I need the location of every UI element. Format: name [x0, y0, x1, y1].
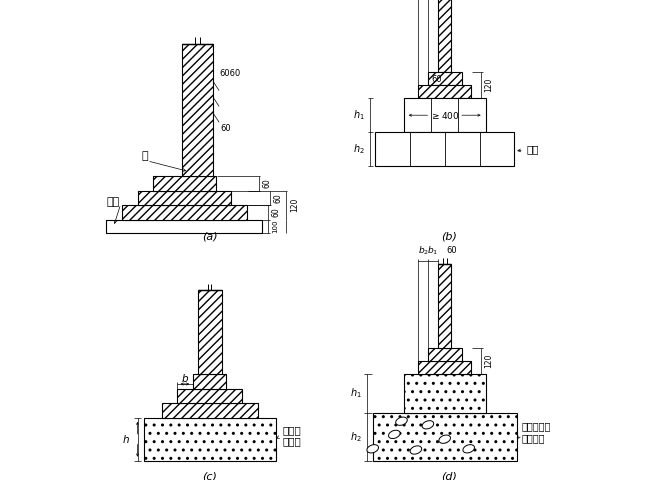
Text: 灰土或
三合土: 灰土或 三合土 — [283, 425, 301, 446]
Ellipse shape — [439, 435, 451, 444]
Ellipse shape — [463, 444, 474, 453]
Text: 60: 60 — [273, 193, 282, 203]
Ellipse shape — [422, 420, 434, 429]
Bar — [144, 418, 275, 461]
Bar — [404, 98, 486, 132]
Text: (b): (b) — [442, 231, 457, 241]
Text: $h$: $h$ — [123, 433, 130, 445]
Text: (c): (c) — [202, 471, 217, 480]
Ellipse shape — [367, 444, 378, 453]
Text: 120: 120 — [291, 198, 299, 212]
Text: 6060: 6060 — [219, 69, 241, 78]
Text: 60: 60 — [272, 207, 281, 217]
Text: 120: 120 — [484, 78, 494, 92]
Bar — [161, 403, 258, 418]
Bar — [106, 219, 262, 233]
Bar — [198, 290, 221, 374]
Text: 60: 60 — [262, 179, 272, 189]
Bar — [438, 264, 451, 348]
Bar — [138, 191, 231, 205]
Ellipse shape — [395, 417, 407, 425]
Text: 120: 120 — [484, 354, 494, 368]
Bar — [428, 72, 461, 85]
Bar — [418, 85, 471, 98]
Text: $h_2$: $h_2$ — [353, 142, 364, 156]
Text: $b$: $b$ — [181, 372, 189, 384]
Text: 毛石: 毛石 — [527, 144, 539, 154]
Text: (a): (a) — [202, 231, 217, 241]
Bar — [182, 44, 213, 176]
Text: 60: 60 — [220, 124, 231, 133]
Bar — [375, 132, 514, 166]
Text: $h_2$: $h_2$ — [350, 430, 361, 444]
Text: $\geq$400: $\geq$400 — [430, 110, 459, 120]
Ellipse shape — [389, 430, 400, 439]
Bar — [153, 176, 215, 191]
Bar — [177, 389, 242, 403]
Text: (d): (d) — [442, 471, 457, 480]
Text: 60: 60 — [432, 75, 442, 84]
Text: $b_2$: $b_2$ — [418, 244, 428, 257]
Bar — [418, 361, 471, 374]
Text: $h_1$: $h_1$ — [353, 108, 364, 122]
Bar — [428, 348, 461, 361]
Text: $h_1$: $h_1$ — [350, 387, 361, 400]
Bar — [192, 374, 226, 389]
Text: 60: 60 — [447, 246, 457, 255]
Text: 毛石混凝土
或混凝土: 毛石混凝土 或混凝土 — [521, 421, 551, 443]
Text: $b_1$: $b_1$ — [428, 244, 439, 257]
Text: 垂层: 垂层 — [107, 197, 120, 206]
Text: 砖: 砖 — [142, 151, 148, 161]
Ellipse shape — [410, 446, 422, 454]
Bar — [373, 413, 517, 461]
Bar — [404, 374, 486, 413]
Text: 100: 100 — [272, 219, 278, 233]
Bar — [438, 0, 451, 72]
Bar — [122, 205, 246, 219]
